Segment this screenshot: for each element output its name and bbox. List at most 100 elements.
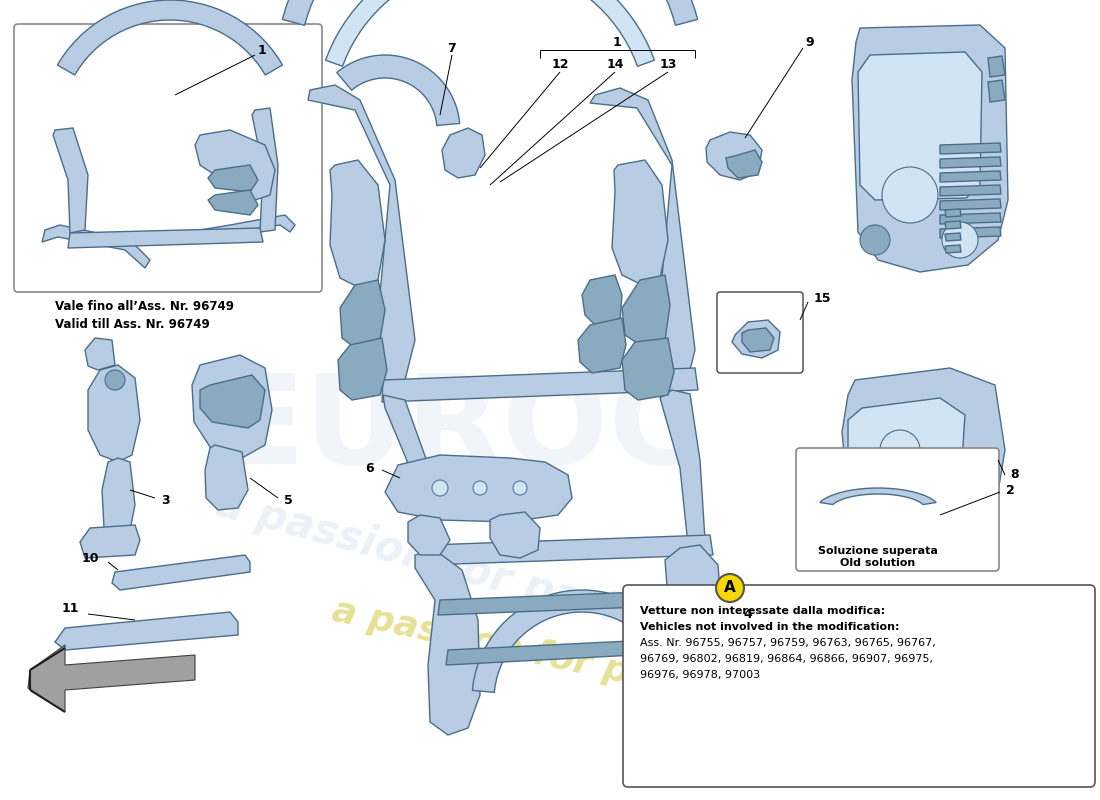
Polygon shape xyxy=(208,190,258,215)
Text: 9: 9 xyxy=(805,35,814,49)
Polygon shape xyxy=(42,225,150,268)
Polygon shape xyxy=(940,143,1001,154)
Polygon shape xyxy=(382,368,698,402)
Polygon shape xyxy=(582,275,621,325)
Text: 13: 13 xyxy=(659,58,676,71)
Polygon shape xyxy=(112,555,250,590)
Polygon shape xyxy=(472,590,692,692)
Text: 4: 4 xyxy=(744,609,752,622)
Text: 7: 7 xyxy=(448,42,456,54)
Text: 1: 1 xyxy=(257,43,266,57)
Polygon shape xyxy=(612,160,668,285)
Text: Vehicles not involved in the modification:: Vehicles not involved in the modificatio… xyxy=(640,622,900,632)
Polygon shape xyxy=(945,245,961,253)
Polygon shape xyxy=(340,280,385,348)
Text: 8: 8 xyxy=(1011,469,1020,482)
Polygon shape xyxy=(658,545,722,735)
Polygon shape xyxy=(820,488,936,505)
Polygon shape xyxy=(732,320,780,358)
Polygon shape xyxy=(198,215,295,240)
Polygon shape xyxy=(68,228,263,248)
Polygon shape xyxy=(940,213,1001,224)
Polygon shape xyxy=(660,390,705,545)
Text: 2: 2 xyxy=(1005,483,1014,497)
Text: 96976, 96978, 97003: 96976, 96978, 97003 xyxy=(640,670,760,680)
Text: Vale fino all’Ass. Nr. 96749: Vale fino all’Ass. Nr. 96749 xyxy=(55,300,234,313)
Polygon shape xyxy=(590,88,695,395)
Polygon shape xyxy=(53,128,88,233)
Polygon shape xyxy=(621,275,670,345)
Text: 12: 12 xyxy=(551,58,569,71)
Polygon shape xyxy=(85,338,116,370)
FancyBboxPatch shape xyxy=(14,24,322,292)
Text: 3: 3 xyxy=(161,494,169,506)
Polygon shape xyxy=(408,515,450,555)
Polygon shape xyxy=(383,395,446,552)
Text: 10: 10 xyxy=(81,551,99,565)
Polygon shape xyxy=(940,171,1001,182)
Polygon shape xyxy=(195,130,275,200)
Text: a passion for parts: a passion for parts xyxy=(211,482,649,638)
Polygon shape xyxy=(442,128,485,178)
Circle shape xyxy=(880,430,920,470)
Polygon shape xyxy=(57,0,283,75)
Polygon shape xyxy=(337,55,460,126)
Text: 15: 15 xyxy=(813,291,830,305)
Polygon shape xyxy=(102,458,135,535)
Polygon shape xyxy=(80,525,140,558)
Polygon shape xyxy=(852,25,1008,272)
Polygon shape xyxy=(726,150,762,178)
Polygon shape xyxy=(842,368,1005,535)
FancyBboxPatch shape xyxy=(717,292,803,373)
Circle shape xyxy=(473,481,487,495)
Polygon shape xyxy=(385,455,572,522)
Polygon shape xyxy=(578,318,626,373)
Polygon shape xyxy=(88,365,140,462)
Circle shape xyxy=(513,481,527,495)
Polygon shape xyxy=(205,445,248,510)
Circle shape xyxy=(716,574,744,602)
Polygon shape xyxy=(988,80,1005,102)
Circle shape xyxy=(942,222,978,258)
Text: 1: 1 xyxy=(613,37,621,50)
Polygon shape xyxy=(446,638,692,665)
Text: Soluzione superata: Soluzione superata xyxy=(818,546,938,556)
Circle shape xyxy=(432,480,448,496)
Polygon shape xyxy=(706,132,762,180)
Polygon shape xyxy=(940,185,1001,196)
Polygon shape xyxy=(426,535,713,565)
Text: a passion for parts: a passion for parts xyxy=(329,594,712,706)
Polygon shape xyxy=(252,108,278,232)
Polygon shape xyxy=(200,375,265,428)
Polygon shape xyxy=(621,338,674,400)
Polygon shape xyxy=(940,227,1001,238)
Circle shape xyxy=(882,167,938,223)
Text: Old solution: Old solution xyxy=(840,558,915,568)
Polygon shape xyxy=(742,328,774,352)
Text: Vetture non interessate dalla modifica:: Vetture non interessate dalla modifica: xyxy=(640,606,886,616)
Circle shape xyxy=(925,490,955,520)
Polygon shape xyxy=(945,209,961,217)
Circle shape xyxy=(860,225,890,255)
Polygon shape xyxy=(208,165,258,192)
FancyBboxPatch shape xyxy=(796,448,999,571)
Polygon shape xyxy=(988,56,1005,77)
Circle shape xyxy=(104,370,125,390)
Text: EUROC: EUROC xyxy=(219,370,701,490)
Polygon shape xyxy=(940,199,1001,210)
Text: 11: 11 xyxy=(62,602,79,614)
Polygon shape xyxy=(192,355,272,458)
Polygon shape xyxy=(338,338,387,400)
FancyBboxPatch shape xyxy=(623,585,1094,787)
Polygon shape xyxy=(945,233,961,241)
Text: Valid till Ass. Nr. 96749: Valid till Ass. Nr. 96749 xyxy=(55,318,210,331)
Polygon shape xyxy=(308,85,415,388)
Polygon shape xyxy=(415,550,480,735)
Text: 6: 6 xyxy=(365,462,374,474)
Polygon shape xyxy=(858,52,982,200)
Polygon shape xyxy=(848,398,965,475)
Polygon shape xyxy=(28,645,195,712)
Polygon shape xyxy=(940,157,1001,168)
Polygon shape xyxy=(283,0,697,26)
Polygon shape xyxy=(330,160,385,288)
